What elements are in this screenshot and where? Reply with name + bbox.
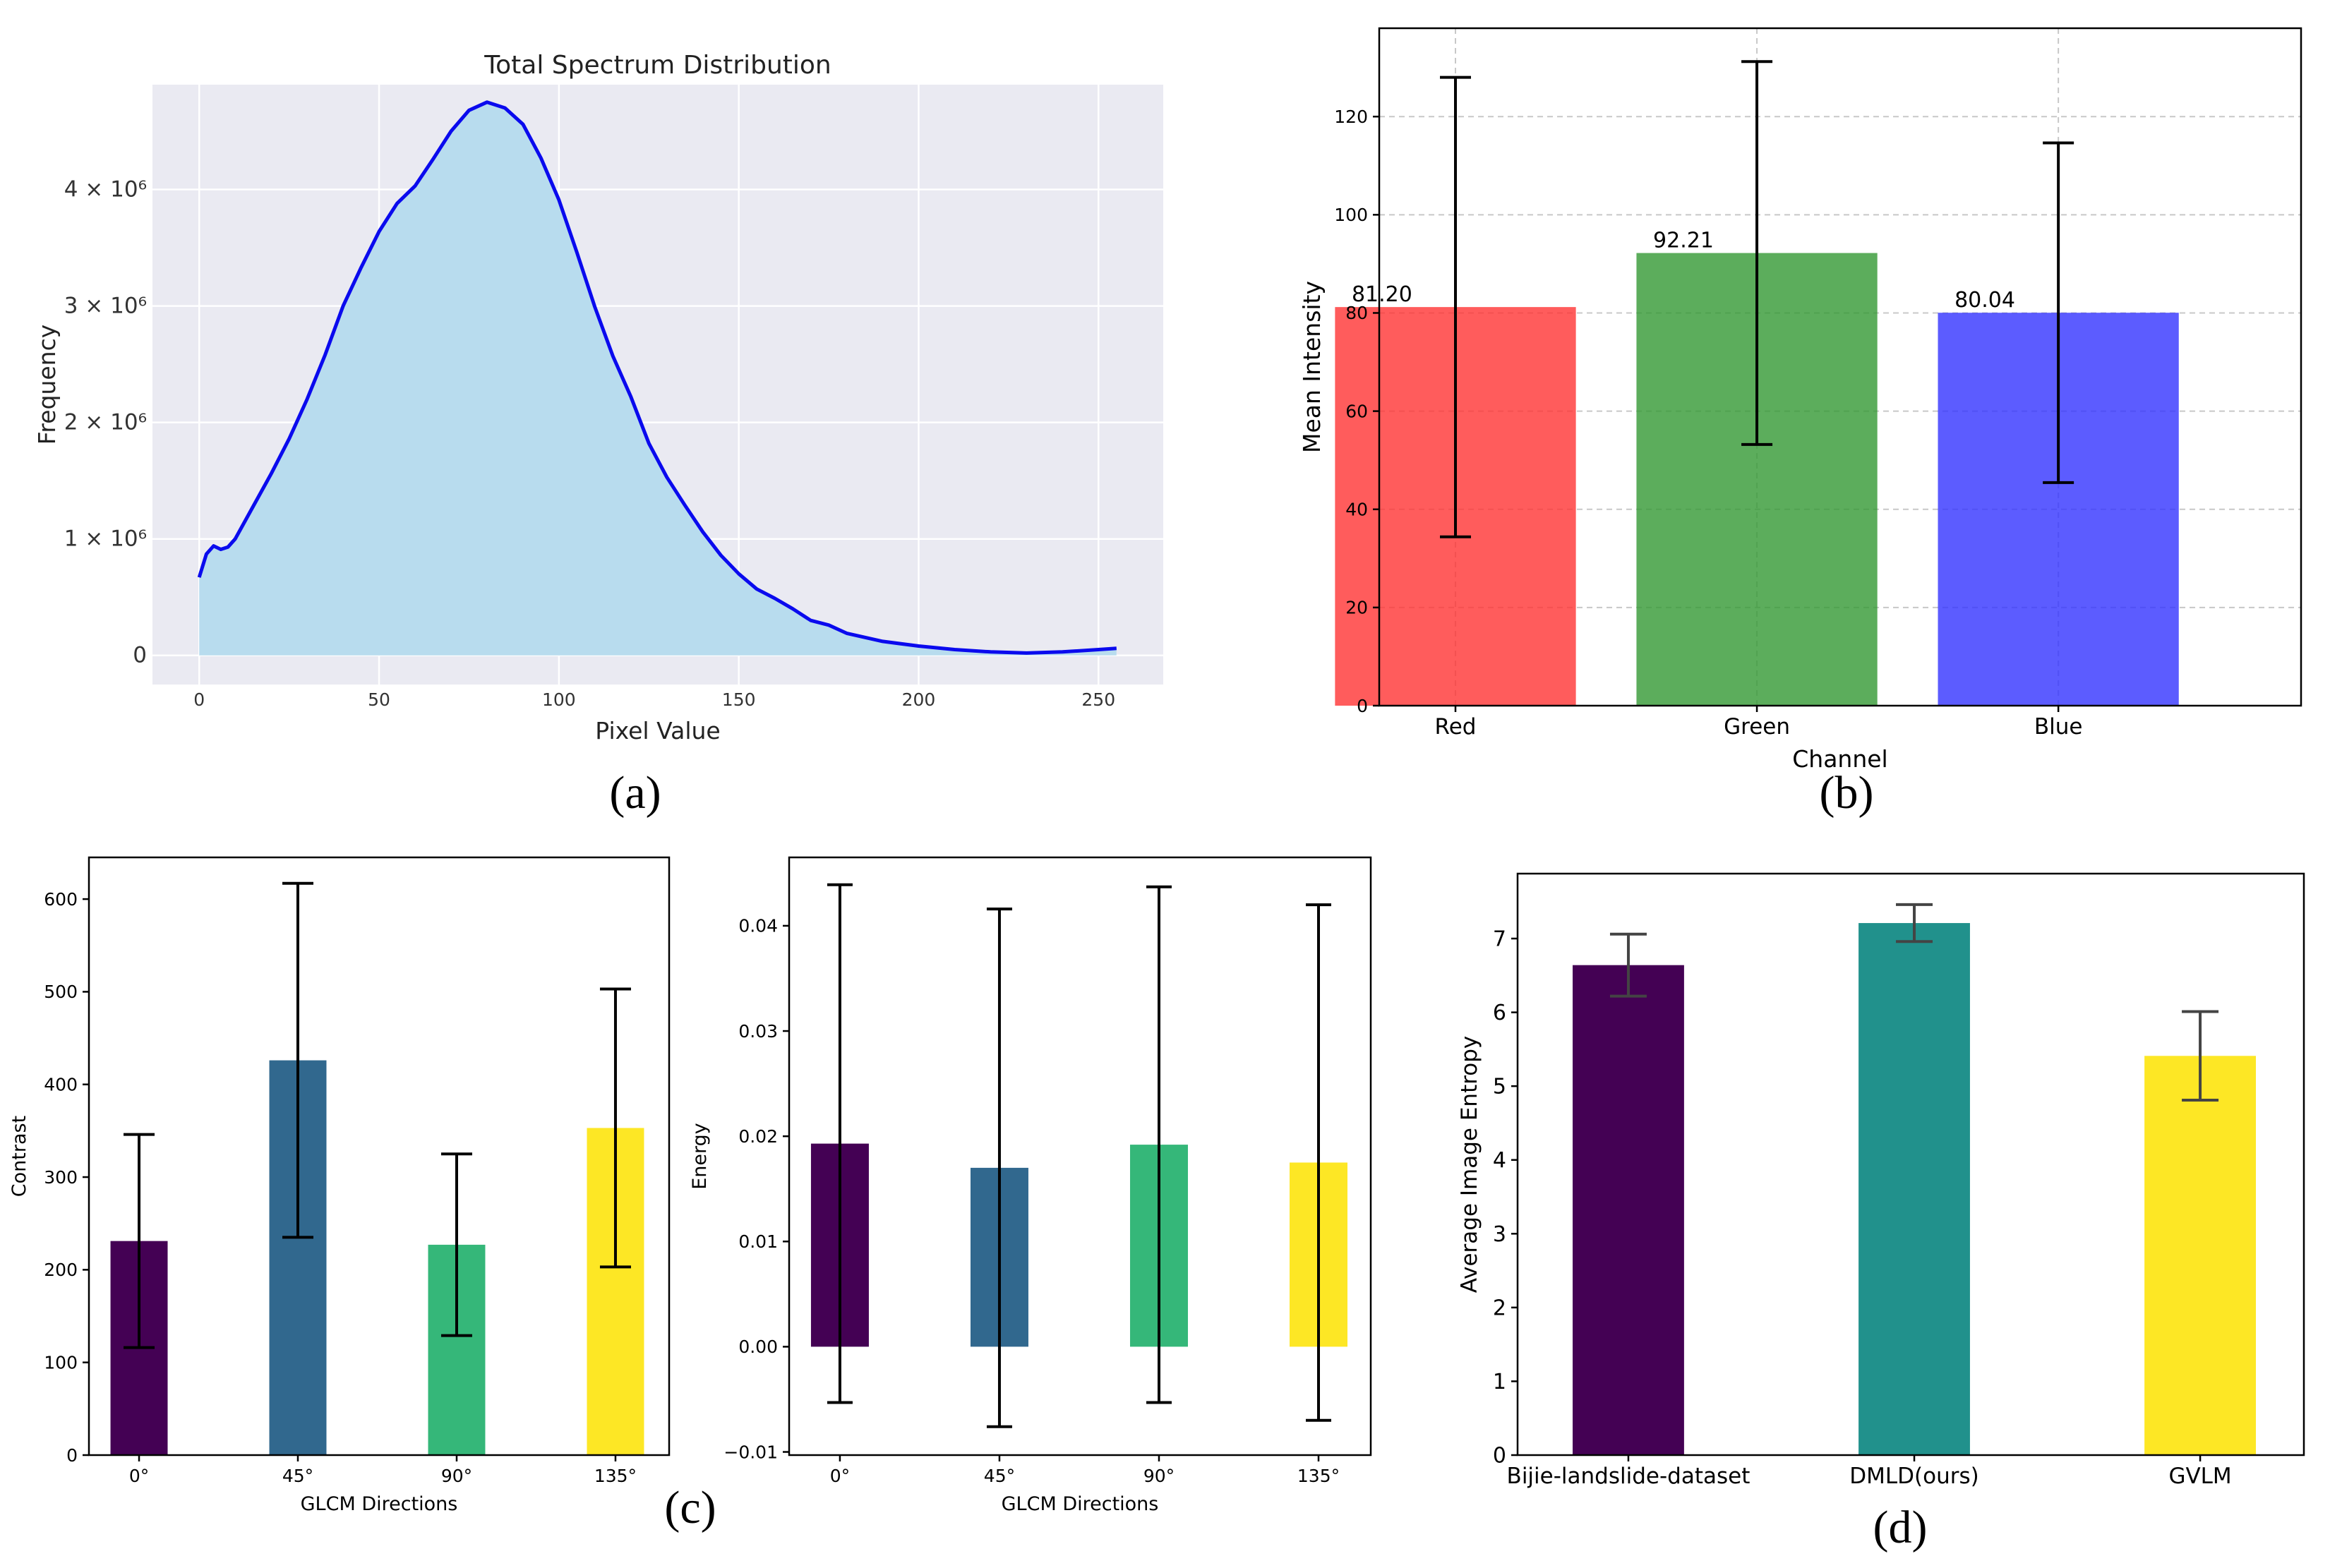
x-tick-label: Blue — [2034, 714, 2083, 740]
y-tick-label: 7 — [1493, 927, 1506, 952]
y-tick-label: 0.03 — [738, 1021, 778, 1042]
plot-background — [789, 857, 1371, 1455]
y-tick-label: 0.02 — [738, 1126, 778, 1147]
y-tick-label: 3 — [1493, 1222, 1506, 1247]
x-axis-label: GLCM Directions — [1002, 1493, 1159, 1515]
y-tick-label: 400 — [44, 1074, 78, 1094]
y-tick-label: 5 — [1493, 1075, 1506, 1099]
x-axis-label: GLCM Directions — [301, 1493, 458, 1515]
x-tick-label: 90° — [1143, 1466, 1175, 1486]
panel-a-chart: 0 50 100 150 200 250 0 1 × 10⁶ 2 × 10⁶ 3 × 10⁶ 4 ×… — [33, 51, 1163, 744]
x-tick-label: 135° — [1297, 1466, 1340, 1486]
plot-background — [89, 857, 669, 1455]
x-axis-label: Pixel Value — [595, 717, 720, 744]
y-tick-label: 100 — [1334, 205, 1368, 225]
x-tick-label: Red — [1435, 714, 1477, 740]
y-axis-label: Average Image Entropy — [1457, 1036, 1482, 1293]
y-tick-label: 2 × 10⁶ — [64, 410, 147, 435]
y-tick-label: 4 × 10⁶ — [64, 177, 147, 203]
y-axis-label: Mean Intensity — [1298, 281, 1326, 453]
chart-title: Total Spectrum Distribution — [484, 51, 831, 80]
panel-c-contrast-chart: 0 100 200 300 400 500 600 0° 45° 90° 135° GLCM Dire… — [8, 856, 671, 1515]
x-tick-label: 0° — [129, 1466, 149, 1486]
bar-bijie-landslide-dataset — [1573, 965, 1684, 1455]
bar-value-label: 92.21 — [1653, 229, 1714, 253]
y-tick-label: 0.04 — [738, 916, 778, 936]
y-tick-label: 1 — [1493, 1370, 1506, 1394]
y-tick-label: 300 — [44, 1167, 78, 1188]
y-tick-label: 200 — [44, 1260, 78, 1280]
y-tick-label: 100 — [44, 1352, 78, 1373]
y-tick-label: 1 × 10⁶ — [64, 526, 147, 552]
y-tick-label: 0 — [66, 1445, 78, 1466]
panel-c-energy-chart: −0.01 0.00 0.01 0.02 0.03 0.04 0° 45° 90° 135° GLC… — [689, 856, 1372, 1515]
y-tick-label: 120 — [1334, 107, 1368, 127]
y-axis-label: Energy — [689, 1123, 711, 1190]
y-tick-label: 2 — [1493, 1296, 1506, 1320]
spectrum-line — [197, 100, 1117, 655]
panel-label-d: (d) — [1873, 1502, 1928, 1553]
bar-value-label: 81.20 — [1352, 282, 1412, 307]
x-tick-label: 200 — [902, 689, 936, 710]
y-tick-label: −0.01 — [723, 1442, 778, 1462]
y-axis-label: Contrast — [8, 1116, 30, 1197]
x-tick-label: 90° — [441, 1466, 472, 1486]
y-tick-label: 40 — [1345, 499, 1368, 519]
x-tick-label: 250 — [1081, 689, 1115, 710]
y-tick-label: 0.01 — [738, 1231, 778, 1252]
y-tick-label: 60 — [1345, 401, 1368, 421]
y-tick-label: 3 × 10⁶ — [64, 294, 147, 319]
x-tick-label: Bijie-landslide-dataset — [1507, 1464, 1750, 1489]
x-tick-label: 0° — [830, 1466, 850, 1486]
y-axis-label: Frequency — [33, 325, 61, 445]
x-tick-label: 45° — [282, 1466, 313, 1486]
plot-frame — [788, 856, 1372, 1457]
bar-dmld-ours — [1858, 923, 1970, 1455]
x-tick-label: 100 — [542, 689, 576, 710]
spectrum-area — [199, 102, 1117, 656]
panel-b-chart: 81.20 92.21 80.04 0 20 40 60 80 100 120 Red Green Bl… — [1298, 27, 2302, 773]
y-tick-label: 0 — [1493, 1444, 1506, 1469]
x-tick-label: 150 — [722, 689, 756, 710]
y-tick-label: 80 — [1345, 303, 1368, 323]
panel-d-chart: 0 1 2 3 4 5 6 7 Bijie-landslide-dataset DMLD(ours… — [1457, 872, 2305, 1489]
x-tick-label: 135° — [594, 1466, 637, 1486]
y-tick-label: 0 — [1357, 696, 1368, 716]
y-tick-label: 0 — [133, 643, 147, 668]
plot-frame — [88, 856, 671, 1457]
x-tick-label: Green — [1724, 714, 1790, 740]
y-tick-label: 6 — [1493, 1001, 1506, 1025]
y-tick-label: 600 — [44, 889, 78, 910]
y-tick-label: 0.00 — [738, 1337, 778, 1357]
panel-label-b: (b) — [1820, 767, 1874, 819]
panel-label-a: (a) — [609, 767, 661, 819]
plot-frame — [1378, 27, 2302, 707]
panel-label-c: (c) — [664, 1482, 716, 1533]
x-tick-label: 45° — [984, 1466, 1015, 1486]
x-tick-label: 50 — [368, 689, 390, 710]
x-tick-label: DMLD(ours) — [1849, 1464, 1978, 1489]
y-tick-label: 4 — [1493, 1148, 1506, 1173]
y-tick-label: 20 — [1345, 598, 1368, 618]
x-tick-label: 0 — [193, 689, 205, 710]
plot-frame — [1516, 872, 2305, 1457]
bar-gvlm — [2144, 1056, 2256, 1455]
x-tick-label: GVLM — [2168, 1464, 2231, 1489]
y-tick-label: 500 — [44, 982, 78, 1002]
bar-value-label: 80.04 — [1954, 288, 2015, 313]
x-axis-label: Channel — [1792, 745, 1887, 773]
